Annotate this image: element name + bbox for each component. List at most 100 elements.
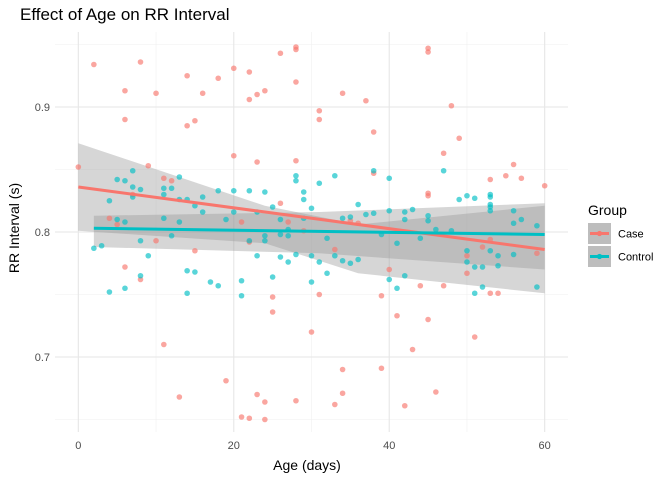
data-point-control (479, 284, 486, 290)
data-point-control (91, 245, 97, 252)
data-point-control (370, 210, 377, 217)
data-point-case (503, 172, 509, 179)
data-point-case (199, 90, 206, 97)
x-tick-label: 40 (383, 440, 395, 452)
data-point-control (363, 211, 369, 218)
data-point-control (464, 259, 470, 265)
data-point-case (370, 129, 377, 135)
data-point-case (440, 282, 447, 289)
data-point-control (238, 277, 245, 284)
data-point-control (401, 272, 408, 279)
data-point-control (122, 219, 128, 225)
data-point-case (293, 46, 299, 53)
data-point-control (347, 260, 354, 267)
data-point-control (176, 174, 183, 180)
data-point-case (153, 237, 159, 244)
data-point-case (230, 152, 237, 159)
data-point-control (347, 214, 354, 220)
data-point-case (363, 97, 369, 104)
data-point-control (199, 209, 206, 215)
data-point-control (355, 256, 361, 263)
data-point-control (394, 240, 400, 247)
data-point-case (184, 122, 190, 129)
data-point-control (106, 197, 113, 204)
data-point-case (122, 116, 128, 123)
data-point-control (293, 177, 299, 184)
data-point-case (106, 215, 113, 222)
data-point-case (316, 107, 323, 114)
data-point-control (293, 172, 299, 179)
x-tick-label: 60 (539, 440, 551, 452)
data-point-case (339, 390, 346, 397)
data-point-case (277, 50, 284, 57)
data-point-control (168, 185, 175, 192)
data-point-case (91, 61, 97, 68)
x-axis-label: Age (days) (273, 457, 341, 473)
data-point-control (370, 167, 377, 174)
data-point-control (339, 257, 346, 264)
data-point-control (277, 231, 284, 238)
data-point-case (417, 282, 424, 289)
data-point-case (176, 394, 183, 400)
data-point-case (262, 399, 268, 405)
legend-key-point-control (596, 253, 603, 260)
data-point-case (114, 221, 120, 228)
data-point-control (433, 226, 439, 233)
data-point-control (285, 232, 291, 239)
data-points (75, 44, 548, 423)
data-point-case (487, 290, 494, 297)
data-point-case (285, 219, 291, 225)
data-point-case (440, 150, 447, 157)
data-point-case (145, 162, 152, 169)
data-point-control (534, 222, 540, 229)
data-point-control (479, 264, 486, 270)
data-point-case (464, 270, 470, 277)
data-point-control (425, 212, 431, 219)
data-point-control (510, 220, 517, 227)
data-point-case (246, 96, 253, 103)
data-point-control (137, 237, 144, 244)
data-point-case (254, 91, 260, 98)
data-point-case (456, 135, 462, 142)
data-point-case (262, 87, 268, 94)
confidence-band-control (93, 203, 545, 270)
data-point-control (332, 252, 338, 259)
y-tick-label: 0.7 (35, 352, 50, 364)
data-point-case (541, 182, 548, 189)
data-point-control (230, 187, 237, 194)
data-point-case (401, 402, 408, 409)
data-point-case (137, 59, 144, 65)
y-tick-label: 0.8 (35, 227, 50, 239)
data-point-case (448, 102, 455, 109)
data-point-control (262, 232, 268, 239)
data-point-control (223, 216, 229, 223)
legend-title: Group (588, 202, 627, 218)
data-point-control (487, 194, 494, 200)
data-point-control (464, 247, 470, 254)
data-point-case (161, 175, 167, 182)
data-point-case (308, 329, 315, 335)
data-point-case (269, 309, 276, 315)
data-point-control (176, 219, 183, 225)
data-point-control (122, 285, 128, 292)
data-point-case (316, 116, 323, 123)
data-point-control (246, 237, 253, 244)
y-tick-label: 0.9 (35, 102, 50, 114)
data-point-control (495, 252, 501, 259)
data-point-control (114, 176, 120, 183)
data-point-control (192, 202, 198, 209)
data-point-control (308, 252, 315, 259)
data-point-control (518, 216, 525, 223)
data-point-case (534, 250, 540, 257)
legend-label-case: Case (618, 229, 644, 241)
data-point-control (129, 184, 136, 190)
data-point-case (192, 247, 198, 254)
data-point-control (199, 194, 206, 200)
data-point-case (316, 291, 323, 298)
data-point-case (122, 87, 128, 94)
data-point-case (153, 90, 159, 97)
data-point-control (534, 284, 540, 290)
data-point-case (246, 69, 253, 75)
data-point-case (215, 75, 222, 82)
